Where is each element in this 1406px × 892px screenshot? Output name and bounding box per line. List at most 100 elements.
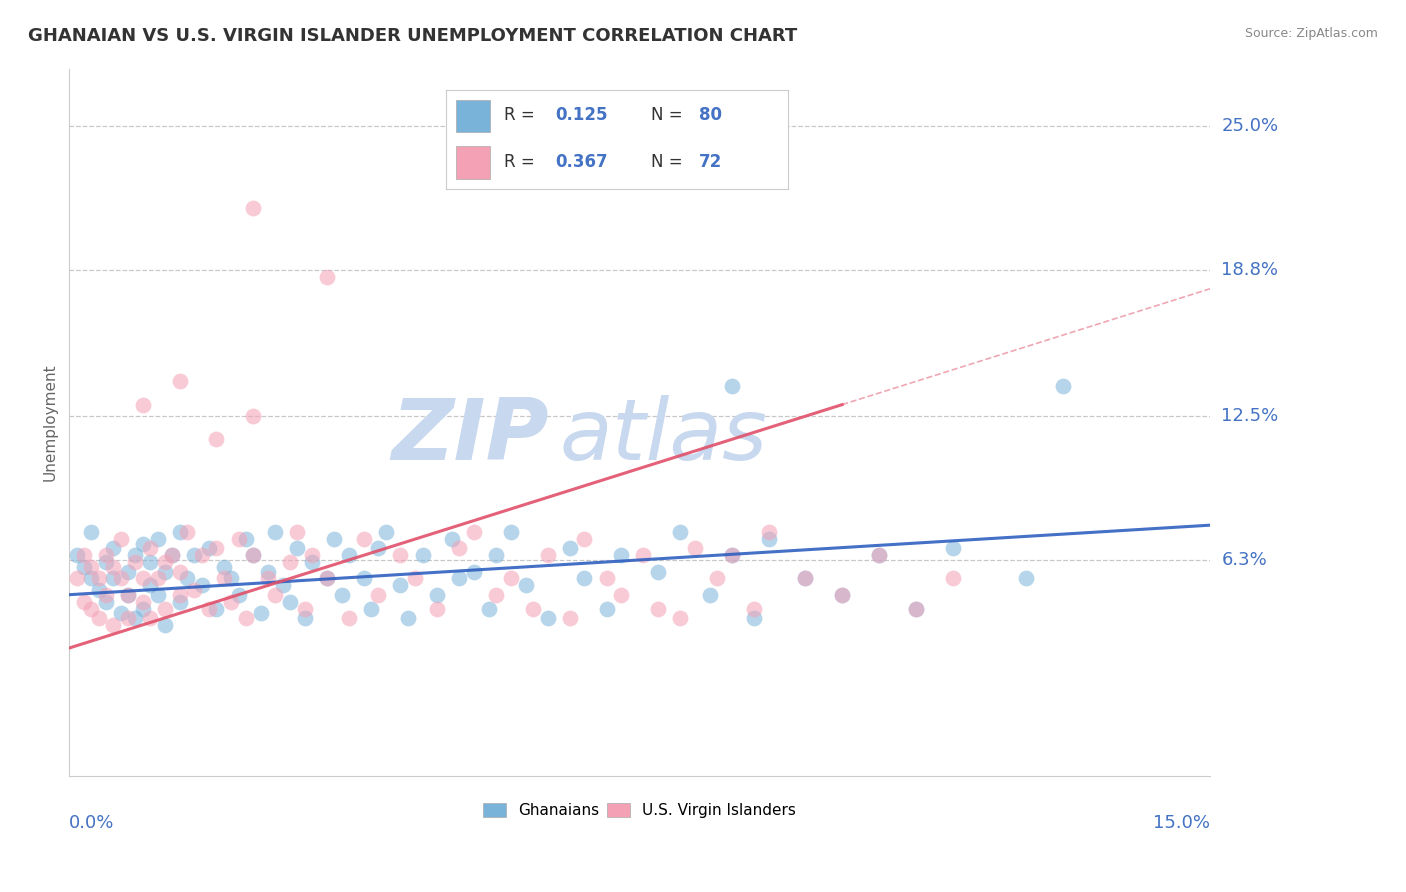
Point (831, 588, 853, 602)
Point (633, 549, 655, 563)
Point (367, 541, 389, 556)
Point (301, 549, 323, 563)
Point (110, 607, 132, 621)
Point (132, 537, 155, 551)
Point (278, 555, 301, 569)
Point (190, 549, 212, 563)
Point (117, 565, 139, 579)
Point (264, 525, 287, 540)
Point (558, 541, 581, 556)
Point (794, 572, 817, 586)
Point (132, 601, 155, 615)
Point (868, 549, 890, 563)
Point (389, 578, 412, 592)
Point (404, 572, 426, 586)
Point (610, 549, 633, 563)
Point (219, 595, 242, 609)
Point (80, 560, 103, 574)
Point (449, 572, 471, 586)
Y-axis label: Unemployment: Unemployment (44, 363, 58, 481)
Point (904, 601, 927, 615)
Point (904, 601, 927, 615)
Point (315, 270, 337, 285)
Point (169, 375, 191, 389)
Point (139, 611, 162, 625)
Point (315, 572, 337, 586)
Point (153, 555, 176, 569)
Point (205, 433, 228, 447)
Point (353, 572, 375, 586)
Text: 12.5%: 12.5% (1222, 408, 1278, 425)
Point (169, 565, 191, 579)
Point (389, 549, 412, 563)
Point (537, 611, 560, 625)
Point (94, 549, 117, 563)
Point (669, 525, 692, 540)
Point (153, 601, 176, 615)
Point (146, 572, 169, 586)
Point (212, 572, 235, 586)
Point (720, 379, 742, 393)
Point (110, 572, 132, 586)
Point (94, 555, 117, 569)
Point (132, 398, 155, 412)
Point (153, 617, 176, 632)
Point (132, 572, 155, 586)
Point (110, 532, 132, 546)
Point (87, 572, 110, 586)
Point (146, 588, 169, 602)
Point (330, 588, 353, 602)
Point (190, 578, 212, 592)
Point (242, 549, 264, 563)
Point (103, 560, 125, 574)
Point (264, 588, 287, 602)
Point (412, 549, 434, 563)
Point (301, 555, 323, 569)
Point (219, 572, 242, 586)
Point (212, 560, 235, 574)
Point (124, 549, 146, 563)
Point (198, 541, 221, 556)
Point (287, 541, 309, 556)
Point (426, 601, 449, 615)
Point (353, 532, 375, 546)
Text: 0.0%: 0.0% (69, 814, 115, 832)
Point (699, 588, 721, 602)
Point (868, 549, 890, 563)
Point (162, 549, 184, 563)
Point (610, 588, 633, 602)
Text: Source: ZipAtlas.com: Source: ZipAtlas.com (1244, 27, 1378, 40)
Point (485, 549, 508, 563)
Point (183, 583, 205, 598)
Point (1015, 572, 1038, 586)
Point (169, 588, 191, 602)
Point (522, 601, 544, 615)
Point (478, 601, 501, 615)
Point (65, 549, 87, 563)
Point (499, 572, 522, 586)
Point (87, 611, 110, 625)
Point (595, 572, 617, 586)
Point (720, 549, 742, 563)
Point (287, 525, 309, 540)
Point (162, 549, 184, 563)
Text: 6.3%: 6.3% (1222, 551, 1267, 569)
Point (153, 565, 176, 579)
Point (294, 611, 316, 625)
Point (758, 532, 780, 546)
Point (94, 588, 117, 602)
Point (124, 555, 146, 569)
Point (367, 588, 389, 602)
Point (242, 549, 264, 563)
Point (647, 601, 669, 615)
Point (396, 611, 419, 625)
Point (103, 541, 125, 556)
Point (80, 525, 103, 540)
Point (65, 572, 87, 586)
Point (485, 588, 508, 602)
Point (87, 583, 110, 598)
Point (758, 525, 780, 540)
Text: ZIP: ZIP (391, 394, 548, 477)
Point (235, 532, 257, 546)
Point (73, 549, 96, 563)
